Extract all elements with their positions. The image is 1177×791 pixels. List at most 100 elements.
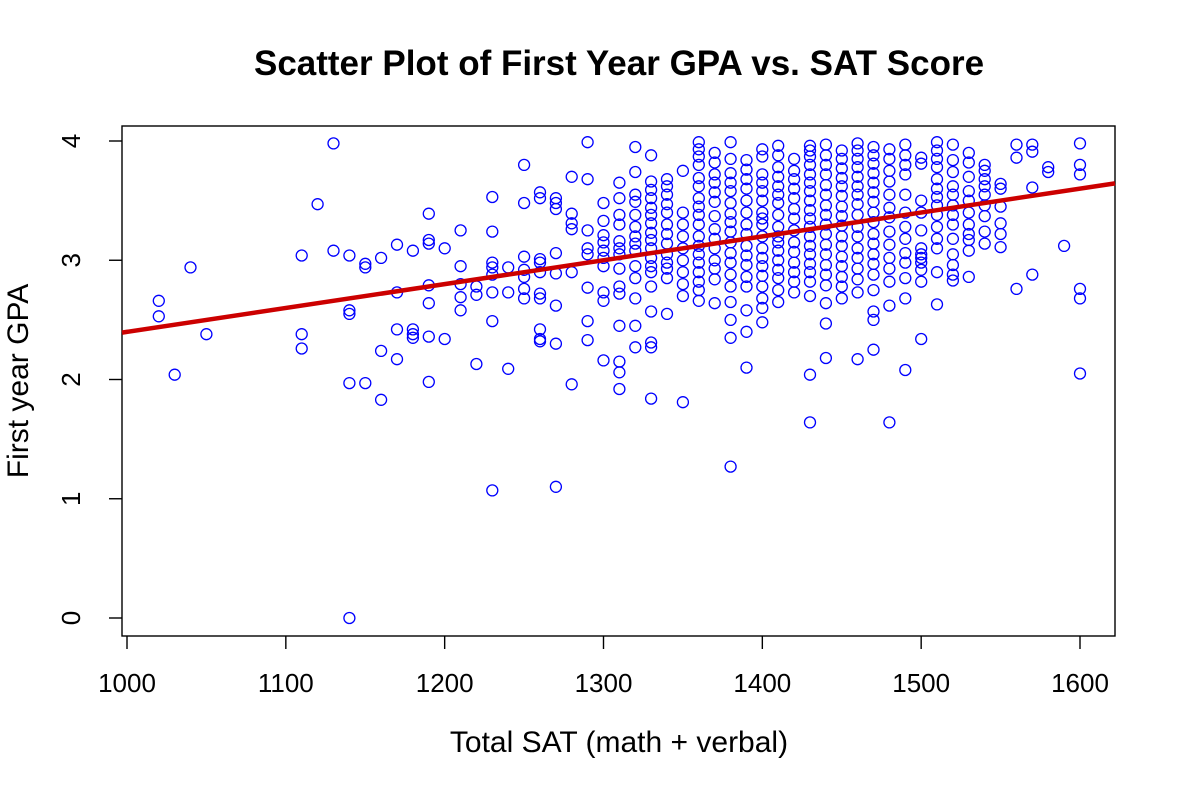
data-point xyxy=(549,196,563,210)
data-point xyxy=(676,254,690,267)
data-point xyxy=(454,260,467,273)
data-point xyxy=(930,298,944,311)
data-point xyxy=(867,176,880,189)
data-point xyxy=(597,214,610,228)
data-point xyxy=(946,180,960,193)
data-point xyxy=(772,149,785,162)
data-point xyxy=(740,249,753,262)
data-point xyxy=(803,176,817,189)
data-point xyxy=(899,256,912,269)
data-point xyxy=(295,342,308,355)
data-point xyxy=(867,268,880,281)
data-point xyxy=(629,140,642,154)
data-point xyxy=(660,218,674,231)
data-point xyxy=(899,188,912,201)
data-point xyxy=(692,171,705,185)
data-point xyxy=(708,146,721,160)
data-point xyxy=(835,292,848,305)
data-point xyxy=(152,310,165,323)
data-point xyxy=(930,242,944,255)
data-point xyxy=(533,323,547,336)
data-point xyxy=(644,201,658,214)
data-point xyxy=(994,227,1007,241)
data-point xyxy=(946,274,960,287)
data-point xyxy=(819,351,833,365)
data-point xyxy=(470,357,483,371)
data-points xyxy=(152,136,1087,625)
data-point xyxy=(343,249,356,262)
data-point xyxy=(454,224,467,237)
data-point xyxy=(835,209,848,223)
data-point xyxy=(883,251,896,265)
data-point xyxy=(533,192,547,205)
data-point xyxy=(772,170,785,183)
data-point xyxy=(819,199,833,212)
data-point xyxy=(819,149,833,162)
data-point xyxy=(406,328,420,341)
data-point xyxy=(756,218,769,231)
data-point xyxy=(994,217,1007,230)
x-tick-label: 1400 xyxy=(733,668,791,698)
y-tick-label: 4 xyxy=(56,134,86,148)
data-point xyxy=(772,254,785,267)
data-point xyxy=(1026,268,1039,281)
data-point xyxy=(660,262,674,275)
data-point xyxy=(613,218,626,231)
data-point xyxy=(438,332,451,346)
data-point xyxy=(517,282,531,296)
data-point xyxy=(613,280,626,293)
data-point xyxy=(676,206,690,219)
data-point xyxy=(883,225,896,238)
data-point xyxy=(803,275,817,288)
data-point xyxy=(851,242,864,255)
data-point xyxy=(883,275,896,288)
x-tick-label: 1100 xyxy=(258,668,314,698)
data-point xyxy=(676,230,690,243)
data-point xyxy=(835,280,848,293)
data-point xyxy=(883,152,896,166)
data-point xyxy=(343,611,356,625)
data-point xyxy=(803,168,817,181)
data-point xyxy=(851,230,864,243)
data-point xyxy=(629,271,642,285)
data-point xyxy=(946,268,960,281)
data-point xyxy=(1026,138,1039,151)
data-point xyxy=(422,207,435,220)
data-point xyxy=(835,152,848,166)
data-point xyxy=(390,323,404,336)
data-point xyxy=(184,261,197,274)
data-point xyxy=(1073,282,1087,296)
data-point xyxy=(819,138,833,151)
data-point xyxy=(533,186,547,199)
x-axis-label: Total SAT (math + verbal) xyxy=(450,726,788,759)
data-point xyxy=(581,333,594,347)
data-point xyxy=(629,165,642,179)
data-point xyxy=(1073,158,1087,172)
data-point xyxy=(978,158,991,172)
data-point xyxy=(803,368,817,381)
data-point xyxy=(517,158,531,172)
data-point xyxy=(660,188,674,201)
data-point xyxy=(565,266,578,279)
data-point xyxy=(660,256,674,269)
data-point xyxy=(374,344,388,358)
data-point xyxy=(787,236,801,249)
data-point xyxy=(867,227,880,241)
data-point xyxy=(930,182,944,195)
data-point xyxy=(533,252,547,266)
data-point xyxy=(962,227,975,241)
data-point xyxy=(803,212,817,225)
data-point xyxy=(613,319,626,332)
data-point xyxy=(708,254,721,267)
data-point xyxy=(454,291,467,304)
data-point xyxy=(1010,151,1023,164)
data-point xyxy=(978,180,991,193)
data-point xyxy=(644,149,658,162)
data-point xyxy=(787,212,801,225)
data-point xyxy=(660,271,674,285)
data-point xyxy=(930,220,944,234)
data-point xyxy=(787,202,801,216)
data-point xyxy=(851,180,864,193)
data-point xyxy=(803,194,817,207)
data-point xyxy=(899,220,912,234)
